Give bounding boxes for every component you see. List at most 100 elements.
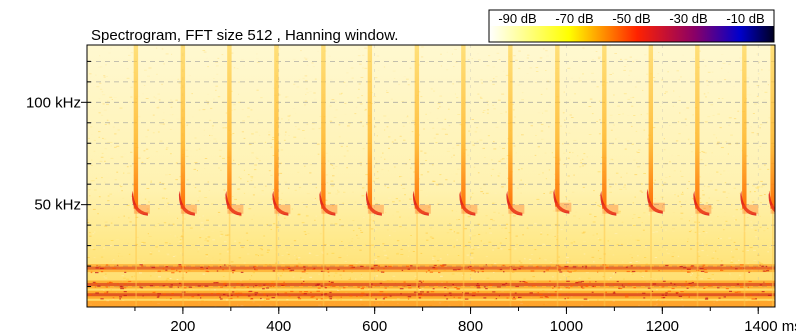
band-speckle [295,265,299,267]
noise-speckle [266,251,269,253]
noise-speckle [247,107,250,109]
noise-speckle [500,113,503,114]
noise-speckle [437,108,439,110]
noise-speckle [405,243,407,245]
noise-speckle [477,53,480,55]
noise-speckle [193,266,197,268]
noise-speckle [582,73,584,75]
noise-speckle [638,149,641,151]
noise-speckle [170,129,172,130]
noise-speckle [392,275,396,277]
noise-speckle [95,177,98,179]
noise-speckle [742,250,744,252]
noise-speckle [645,263,648,265]
noise-speckle [184,230,186,232]
band-speckle [228,297,233,300]
noise-speckle [361,277,363,278]
noise-speckle [172,141,175,143]
noise-speckle [351,240,353,242]
noise-speckle [283,139,286,141]
noise-speckle [222,276,225,277]
noise-speckle [458,227,462,229]
pulse-hook [553,188,570,214]
noise-speckle [433,137,436,139]
noise-speckle [705,232,708,234]
band-speckle [123,294,127,297]
band-speckle [96,264,98,267]
noise-speckle [750,221,752,223]
noise-speckle [373,96,377,97]
noise-speckle [89,195,91,197]
noise-speckle [280,199,283,200]
band-speckle [312,268,316,270]
noise-speckle [205,100,207,102]
noise-speckle [562,143,564,145]
noise-speckle [733,102,736,104]
noise-speckle [311,123,315,125]
noise-speckle [660,128,663,130]
noise-speckle [261,217,264,219]
noise-speckle [542,172,544,174]
band-speckle [107,282,110,284]
noise-speckle [306,123,309,125]
noise-speckle [117,216,120,218]
noise-speckle [383,115,387,117]
noise-speckle [127,59,131,61]
pulse-sweep [414,45,420,209]
noise-speckle [485,232,488,234]
noise-speckle [694,231,697,233]
band-speckle [151,266,156,269]
noise-speckle [414,215,417,217]
noise-speckle [390,279,393,281]
noise-speckle [224,197,227,199]
band-speckle [313,267,316,269]
noise-speckle [377,256,380,258]
band-speckle [307,268,309,270]
noise-speckle [274,289,276,291]
noise-speckle [543,138,545,140]
noise-speckle [103,276,105,278]
noise-speckle [570,77,574,79]
noise-speckle [452,183,455,185]
noise-speckle [341,225,344,227]
noise-speckle [328,55,331,57]
noise-speckle [194,137,197,139]
noise-speckle [387,187,390,189]
noise-speckle [756,133,759,135]
noise-speckle [372,220,375,222]
noise-speckle [247,253,250,255]
noise-speckle [291,259,294,261]
noise-speckle [385,212,387,214]
noise-speckle [621,244,623,246]
noise-speckle [574,126,576,128]
noise-speckle [207,181,209,183]
noise-speckle [477,223,480,225]
noise-speckle [272,155,276,156]
band-speckle [572,266,577,268]
pulse-glow [321,204,338,214]
noise-speckle [633,214,636,216]
band-speckle [383,268,385,270]
noise-speckle [280,275,283,277]
noise-speckle [428,215,432,217]
noise-speckle [213,138,217,140]
noise-speckle [297,262,301,264]
noise-speckle [526,73,529,74]
noise-speckle [142,242,146,244]
band-speckle [257,294,260,296]
noise-speckle [328,275,330,277]
noise-speckle [707,116,711,118]
band-speckle [176,269,178,271]
noise-speckle [718,238,720,239]
x-tick-label: 1400 ms [744,318,796,333]
noise-speckle [541,138,544,140]
noise-speckle [624,184,626,186]
noise-speckle [607,279,610,281]
noise-speckle [572,271,576,272]
noise-speckle [158,208,160,210]
band-speckle [665,264,669,267]
noise-speckle [293,136,297,138]
noise-speckle [766,89,768,91]
pulse-hook [768,190,775,213]
